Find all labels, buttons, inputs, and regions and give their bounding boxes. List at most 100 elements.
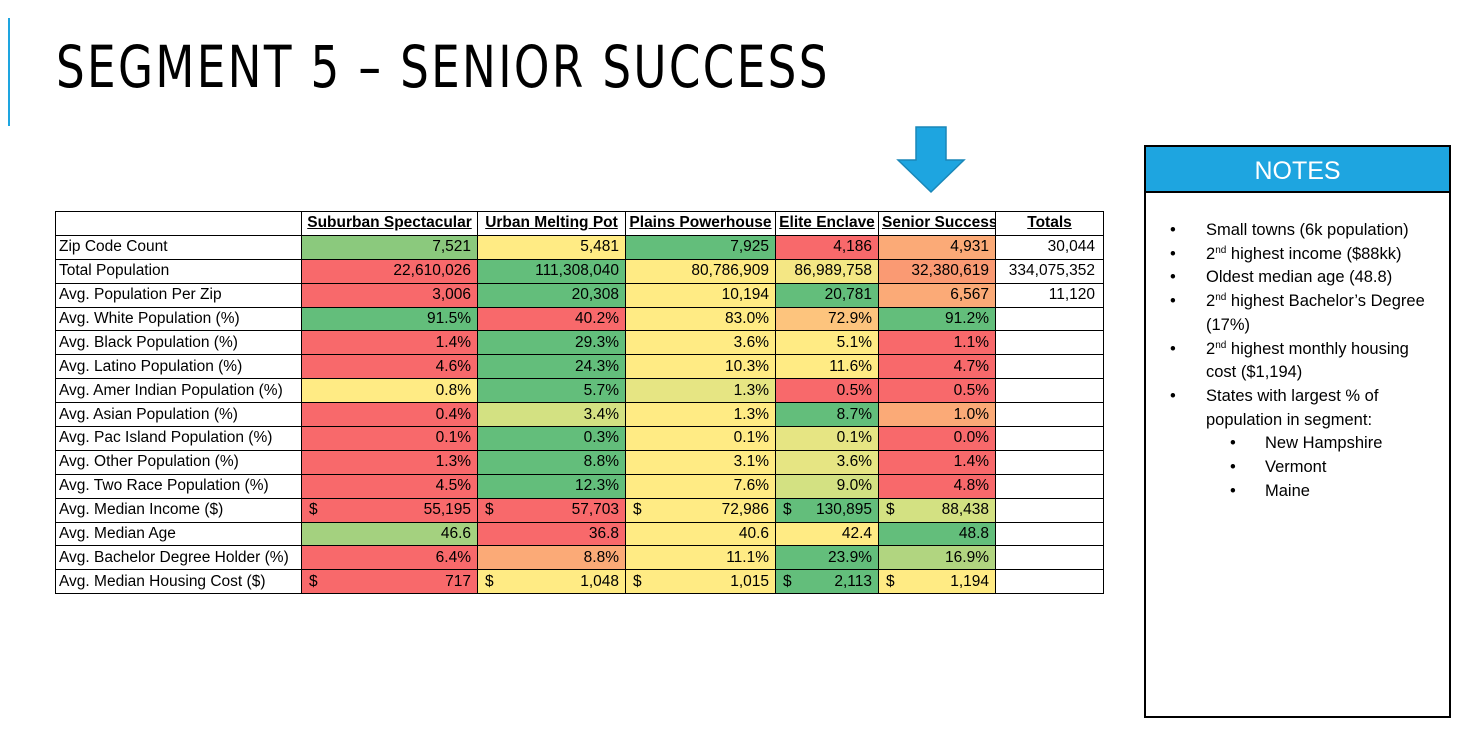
- currency-symbol: $: [886, 572, 895, 590]
- notes-text: 2: [1206, 339, 1216, 358]
- table-header-row: Suburban Spectacular Urban Melting Pot Pla…: [55, 211, 1104, 236]
- cell-value: 0.4%: [435, 405, 471, 423]
- bullet-icon: •: [1170, 339, 1176, 358]
- cell-value: 91.5%: [427, 310, 471, 327]
- table-cell: 1.1%: [878, 330, 996, 356]
- total-cell: [995, 378, 1104, 404]
- cell-value: 10.3%: [725, 357, 769, 375]
- table-cell: $88,438: [878, 497, 996, 523]
- table-cell: 1.3%: [301, 449, 478, 475]
- table-cell: 7,521: [301, 234, 478, 260]
- cell-value: 0.3%: [583, 429, 619, 447]
- table-cell: 4,931: [878, 234, 996, 260]
- currency-symbol: $: [309, 501, 318, 519]
- table-cell: 4.8%: [878, 473, 996, 499]
- table-cell: 1.4%: [301, 330, 478, 356]
- table-cell: 7,925: [625, 234, 776, 260]
- total-cell: [995, 521, 1104, 547]
- cell-value: 48.8: [958, 525, 989, 543]
- cell-value: 6,567: [950, 286, 989, 304]
- table-cell: 4.7%: [878, 354, 996, 380]
- row-label: Zip Code Count: [55, 234, 302, 260]
- table-row: Avg. Amer Indian Population (%) 0.8% 5.7% 1…: [55, 378, 1104, 404]
- notes-text-continued: highest income ($88kk): [1226, 244, 1402, 263]
- row-label: Avg. White Population (%): [55, 306, 302, 332]
- table-cell: $55,195: [301, 497, 478, 523]
- cell-value: 12.3%: [575, 477, 619, 495]
- table-row: Avg. Median Age 46.6 36.8 40.6 42.4 48.8: [55, 521, 1104, 547]
- cell-value: 4.8%: [953, 477, 989, 495]
- column-header: Urban Melting Pot: [477, 211, 626, 236]
- cell-value: 0.5%: [836, 381, 872, 399]
- cell-value: 3.4%: [583, 405, 619, 423]
- table-cell: 3,006: [301, 282, 478, 308]
- row-label: Total Population: [55, 258, 302, 284]
- notes-item: • 2nd highest monthly housing cost ($1,19…: [1146, 338, 1449, 385]
- column-header-totals: Totals: [995, 211, 1104, 236]
- notes-list: • Small towns (6k population) • 2nd highest…: [1146, 193, 1449, 503]
- ordinal-suffix: nd: [1215, 244, 1227, 256]
- total-cell: 30,044: [995, 234, 1104, 260]
- cell-value: 29.3%: [575, 333, 619, 351]
- table-row: Zip Code Count 7,521 5,481 7,925 4,186 4,931 3…: [55, 234, 1104, 260]
- row-label: Avg. Bachelor Degree Holder (%): [55, 545, 302, 571]
- cell-value: 23.9%: [828, 548, 872, 566]
- table-cell: 4.5%: [301, 473, 478, 499]
- table-cell: 10,194: [625, 282, 776, 308]
- table-cell: 86,989,758: [775, 258, 879, 284]
- notes-text: 2: [1206, 244, 1216, 263]
- table-cell: 10.3%: [625, 354, 776, 380]
- cell-value: 11.1%: [726, 548, 769, 566]
- table-row: Avg. White Population (%) 91.5% 40.2% 83.0%…: [55, 306, 1104, 332]
- table-cell: 29.3%: [477, 330, 626, 356]
- row-label: Avg. Median Age: [55, 521, 302, 547]
- table-cell: 4.6%: [301, 354, 478, 380]
- cell-value: 5,481: [580, 238, 619, 256]
- cell-value: 3.1%: [733, 453, 769, 471]
- accent-bar: [8, 18, 10, 126]
- cell-value: 46.6: [440, 525, 471, 543]
- cell-value: 8.8%: [583, 453, 619, 471]
- bullet-icon: •: [1170, 244, 1176, 263]
- table-cell: 42.4: [775, 521, 879, 547]
- table-cell: $1,194: [878, 569, 996, 595]
- table-cell: 5.1%: [775, 330, 879, 356]
- cell-value: 3,006: [432, 286, 471, 304]
- cell-value: 1.1%: [953, 333, 989, 351]
- cell-value: 91.2%: [945, 310, 989, 327]
- cell-value: 4,186: [833, 238, 872, 256]
- cell-value: 42.4: [841, 525, 872, 543]
- cell-value: 0.1%: [836, 429, 872, 447]
- row-label: Avg. Median Housing Cost ($): [55, 569, 302, 595]
- cell-value: 16.9%: [945, 548, 989, 566]
- bullet-icon: •: [1170, 268, 1176, 287]
- cell-value: 72.9%: [828, 310, 872, 327]
- table-cell: 72.9%: [775, 306, 879, 332]
- table-cell: 20,308: [477, 282, 626, 308]
- table-cell: 23.9%: [775, 545, 879, 571]
- cell-value: 9.0%: [836, 477, 872, 495]
- total-cell: [995, 354, 1104, 380]
- table-cell: 0.1%: [625, 426, 776, 451]
- table-cell: 11.6%: [775, 354, 879, 380]
- cell-value: 717: [445, 572, 471, 590]
- table-cell: $1,015: [625, 569, 776, 595]
- total-cell: 11,120: [995, 282, 1104, 308]
- table-cell: $717: [301, 569, 478, 595]
- notes-text: Small towns (6k population): [1206, 221, 1409, 239]
- table-cell: 80,786,909: [625, 258, 776, 284]
- table-cell: 1.3%: [625, 378, 776, 404]
- cell-value: 1,194: [950, 572, 989, 590]
- table-cell: 1.0%: [878, 402, 996, 428]
- notes-item: • 2nd highest Bachelor’s Degree (17%): [1146, 290, 1449, 337]
- bullet-icon: •: [1170, 386, 1176, 405]
- cell-value: 2,113: [834, 572, 872, 590]
- cell-value: 86,989,758: [794, 262, 872, 280]
- currency-symbol: $: [485, 501, 494, 519]
- table-cell: 8.8%: [477, 545, 626, 571]
- cell-value: 8.8%: [583, 548, 619, 566]
- column-header: Suburban Spectacular: [301, 211, 478, 236]
- total-cell: [995, 330, 1104, 356]
- cell-value: 20,781: [824, 286, 872, 304]
- currency-symbol: $: [783, 501, 792, 519]
